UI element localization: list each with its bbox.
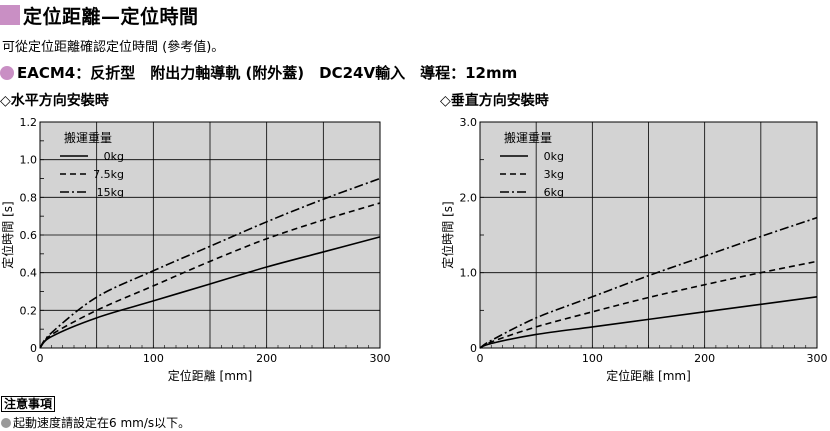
- y-tick-label: 0.2: [20, 304, 38, 317]
- y-tick-label: 0.8: [20, 191, 38, 204]
- x-tick-label: 100: [582, 352, 603, 365]
- legend-label: 6kg: [544, 186, 564, 199]
- x-tick-label: 200: [694, 352, 715, 365]
- y-tick-label: 0.4: [20, 267, 38, 280]
- y-tick-label: 2.0: [460, 191, 478, 204]
- plot-frame: [39, 121, 381, 349]
- legend-label: 7.5kg: [93, 168, 124, 181]
- y-tick-label: 0.6: [20, 229, 38, 242]
- series-line: [39, 202, 381, 349]
- page-title-text: 定位距離—定位時間: [23, 5, 199, 28]
- series-line: [39, 177, 381, 349]
- y-axis-label: 定位時間 [s]: [440, 201, 455, 268]
- x-axis-label: 定位距離 [mm]: [168, 368, 253, 383]
- y-axis-label: 定位時間 [s]: [0, 201, 15, 268]
- note-text: 起動速度請設定在6 mm/s以下。: [13, 416, 191, 430]
- legend-label: 0kg: [544, 150, 564, 163]
- legend-label: 0kg: [104, 150, 124, 163]
- chart-horizontal: 0 0.2 0.4 0.6 0.8 1.0 1.2 0 100 200 300 定位距離 [mm] 定位…: [0, 116, 391, 383]
- y-tick-label: 1.0: [460, 267, 478, 280]
- notes-label: 注意事項: [1, 396, 56, 412]
- legend-title: 搬運重量: [504, 130, 552, 145]
- y-tick-label: 3.0: [460, 116, 478, 129]
- x-axis-label: 定位距離 [mm]: [606, 368, 691, 383]
- model-heading: EACM4：反折型 附出力軸導軌 (附外蓋) DC24V輸入 導程：12mm: [0, 62, 517, 83]
- x-tick-label: 0: [477, 352, 484, 365]
- series-line: [479, 216, 818, 349]
- x-tick-label: 300: [370, 352, 391, 365]
- y-tick-label: 0: [30, 342, 37, 355]
- y-tick-label: 1.2: [20, 116, 38, 129]
- chart-vertical: 0 1.0 2.0 3.0 0 100 200 300 定位距離 [mm] 定位時間 [s] 搬運重…: [440, 116, 828, 383]
- x-tick-label: 0: [37, 352, 44, 365]
- x-tick-label: 300: [807, 352, 828, 365]
- legend-title: 搬運重量: [64, 130, 112, 145]
- x-tick-label: 100: [143, 352, 164, 365]
- plot-frame: [479, 121, 818, 349]
- model-text: EACM4：反折型 附出力軸導軌 (附外蓋) DC24V輸入 導程：12mm: [17, 64, 518, 82]
- model-bullet-icon: [0, 65, 14, 80]
- page-subtitle: 可從定位距離確認定位時間 (參考值)。: [2, 40, 225, 55]
- y-tick-label: 1.0: [20, 154, 38, 167]
- legend-label: 15kg: [97, 186, 124, 199]
- section-label-horizontal: ◇水平方向安裝時: [0, 93, 109, 109]
- note-item: 起動速度請設定在6 mm/s以下。: [1, 414, 190, 431]
- title-marker: [0, 5, 20, 25]
- series-line: [39, 236, 381, 349]
- legend-label: 3kg: [544, 168, 564, 181]
- section-label-vertical: ◇垂直方向安裝時: [440, 93, 549, 109]
- series-line: [479, 295, 818, 349]
- note-bullet-icon: [1, 417, 11, 428]
- page-title: 定位距離—定位時間: [0, 2, 199, 28]
- series-line: [479, 260, 818, 349]
- x-tick-label: 200: [256, 352, 277, 365]
- y-tick-label: 0: [470, 342, 477, 355]
